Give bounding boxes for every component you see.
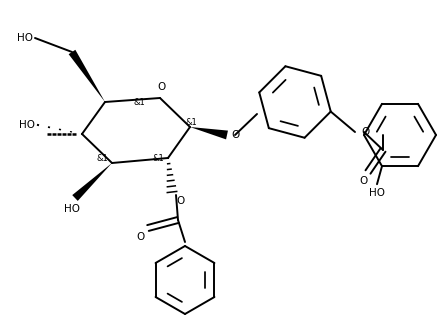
Text: HO: HO [17, 33, 33, 43]
Polygon shape [190, 127, 228, 140]
Text: O: O [359, 176, 367, 186]
Text: HO: HO [64, 204, 80, 214]
Text: O: O [176, 196, 184, 206]
Text: &1: &1 [185, 117, 197, 126]
Text: O: O [231, 130, 239, 140]
Text: HO: HO [19, 120, 35, 130]
Text: &1: &1 [96, 154, 108, 163]
Polygon shape [72, 163, 112, 201]
Text: &1: &1 [152, 154, 164, 163]
Text: HO: HO [369, 188, 385, 198]
Text: O: O [361, 127, 369, 137]
Text: &1: &1 [133, 98, 145, 107]
Text: O: O [157, 82, 165, 92]
Polygon shape [69, 50, 105, 102]
Text: O: O [137, 232, 145, 242]
